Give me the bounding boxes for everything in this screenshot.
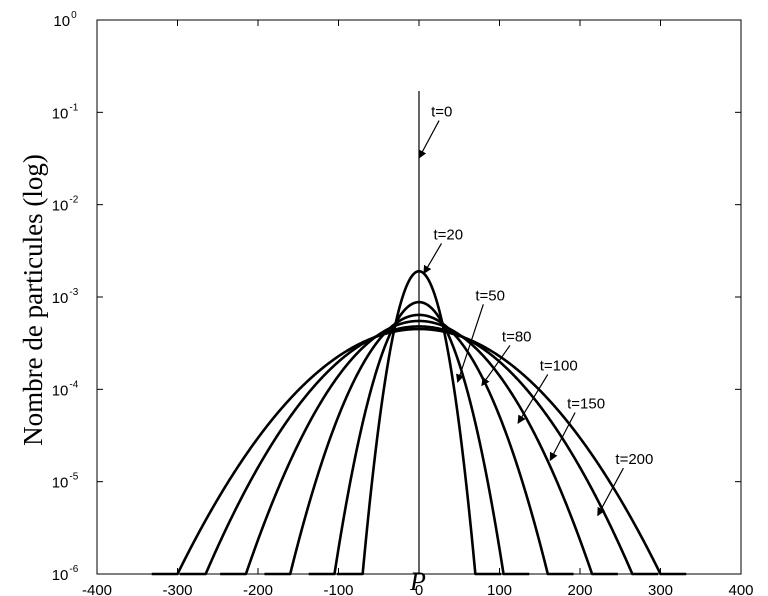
annotation-label: t=150 <box>567 396 605 413</box>
series-line <box>219 319 619 576</box>
annotation-label: t=50 <box>475 287 505 304</box>
annotation-label: t=200 <box>615 451 653 468</box>
y-tick-label: 10-5 <box>52 472 79 492</box>
annotation-arrow <box>418 120 440 159</box>
x-tick-label: -300 <box>162 582 192 596</box>
y-tick-label: 10-3 <box>52 287 79 307</box>
series-line <box>336 269 502 576</box>
y-tick-label: 100 <box>53 10 77 30</box>
x-tick-label: 300 <box>648 582 673 596</box>
annotation-arrow <box>517 374 549 424</box>
annotation-arrow <box>549 412 576 462</box>
annotation-arrow <box>423 243 443 275</box>
series-line <box>263 313 575 576</box>
annotation-label: t=0 <box>431 104 452 121</box>
annotation-arrow <box>597 467 624 517</box>
y-tick-label: 10-6 <box>52 564 79 584</box>
annotation-arrow <box>456 304 484 383</box>
x-tick-label: -400 <box>82 582 112 596</box>
x-tick-label: 200 <box>567 582 592 596</box>
y-tick-label: 10-2 <box>52 195 79 215</box>
x-tick-label: 100 <box>487 582 512 596</box>
annotation-arrow <box>481 345 511 387</box>
x-tick-label: 400 <box>728 582 753 596</box>
series-line <box>179 325 659 576</box>
x-tick-label: -100 <box>323 582 353 596</box>
annotation-label: t=100 <box>540 357 578 374</box>
y-tick-label: 10-1 <box>52 102 79 122</box>
annotation-label: t=80 <box>502 328 532 345</box>
y-tick-label: 10-4 <box>52 379 79 399</box>
annotation-label: t=20 <box>433 226 463 243</box>
y-axis-label: Nombre de particules (log) <box>18 154 48 446</box>
series-line <box>308 300 530 576</box>
x-tick-label: 0 <box>415 582 423 596</box>
x-axis-label: P <box>409 567 426 596</box>
x-tick-label: -200 <box>243 582 273 596</box>
series-line <box>151 327 687 576</box>
